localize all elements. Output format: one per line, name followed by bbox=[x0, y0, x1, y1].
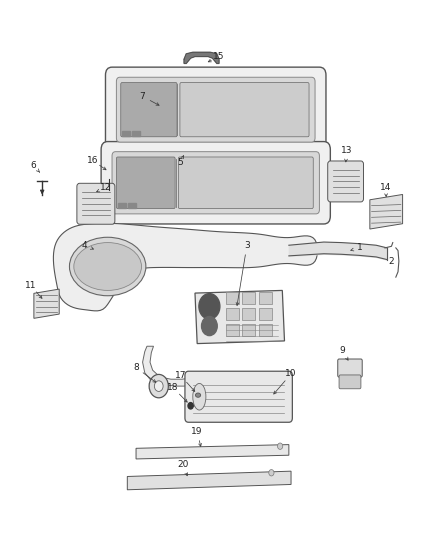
Polygon shape bbox=[370, 195, 403, 229]
Circle shape bbox=[269, 470, 274, 476]
Text: 19: 19 bbox=[191, 427, 203, 436]
Text: 7: 7 bbox=[140, 92, 145, 101]
Ellipse shape bbox=[193, 383, 206, 410]
Bar bbox=[259, 308, 272, 320]
Bar bbox=[242, 308, 255, 320]
FancyBboxPatch shape bbox=[101, 142, 330, 224]
Circle shape bbox=[278, 443, 283, 449]
Polygon shape bbox=[195, 290, 285, 344]
Bar bbox=[122, 131, 130, 136]
Text: 11: 11 bbox=[25, 280, 36, 289]
Text: 14: 14 bbox=[380, 183, 392, 192]
Circle shape bbox=[188, 402, 193, 409]
Ellipse shape bbox=[70, 237, 146, 296]
Bar bbox=[242, 324, 255, 336]
Text: 6: 6 bbox=[31, 161, 36, 170]
FancyBboxPatch shape bbox=[185, 371, 292, 422]
FancyBboxPatch shape bbox=[328, 161, 364, 202]
Circle shape bbox=[149, 374, 168, 398]
Text: 3: 3 bbox=[244, 241, 250, 250]
Ellipse shape bbox=[195, 393, 201, 397]
Text: 4: 4 bbox=[82, 241, 87, 250]
Polygon shape bbox=[143, 346, 199, 386]
Text: 2: 2 bbox=[389, 257, 394, 265]
FancyBboxPatch shape bbox=[77, 183, 115, 224]
Text: 13: 13 bbox=[341, 146, 352, 155]
FancyBboxPatch shape bbox=[338, 359, 362, 377]
Bar bbox=[242, 292, 255, 304]
Text: 17: 17 bbox=[175, 371, 186, 380]
Bar bbox=[226, 324, 239, 336]
Bar bbox=[128, 203, 136, 208]
Text: 18: 18 bbox=[167, 383, 179, 392]
FancyBboxPatch shape bbox=[180, 83, 309, 137]
Text: 10: 10 bbox=[285, 369, 297, 378]
FancyBboxPatch shape bbox=[117, 157, 175, 208]
Text: 5: 5 bbox=[177, 158, 183, 167]
Text: 9: 9 bbox=[339, 346, 345, 355]
FancyBboxPatch shape bbox=[178, 157, 313, 208]
Text: 8: 8 bbox=[133, 363, 139, 372]
FancyBboxPatch shape bbox=[117, 77, 315, 142]
Text: 15: 15 bbox=[213, 52, 225, 61]
Polygon shape bbox=[127, 471, 291, 490]
Text: 20: 20 bbox=[177, 460, 189, 469]
Bar bbox=[259, 324, 272, 336]
FancyBboxPatch shape bbox=[339, 375, 361, 389]
Bar bbox=[132, 131, 140, 136]
Polygon shape bbox=[136, 445, 289, 459]
Bar bbox=[226, 308, 239, 320]
Bar bbox=[226, 292, 239, 304]
Polygon shape bbox=[34, 289, 59, 318]
FancyBboxPatch shape bbox=[112, 152, 319, 214]
Circle shape bbox=[154, 381, 163, 391]
Polygon shape bbox=[53, 223, 318, 311]
Circle shape bbox=[201, 317, 217, 336]
Bar bbox=[118, 203, 126, 208]
Ellipse shape bbox=[74, 243, 141, 290]
Bar bbox=[259, 292, 272, 304]
FancyBboxPatch shape bbox=[121, 83, 177, 137]
Polygon shape bbox=[184, 52, 219, 63]
Text: 12: 12 bbox=[100, 183, 111, 192]
FancyBboxPatch shape bbox=[106, 67, 326, 152]
Text: 1: 1 bbox=[357, 244, 363, 253]
Circle shape bbox=[199, 294, 220, 319]
Text: 16: 16 bbox=[87, 156, 98, 165]
